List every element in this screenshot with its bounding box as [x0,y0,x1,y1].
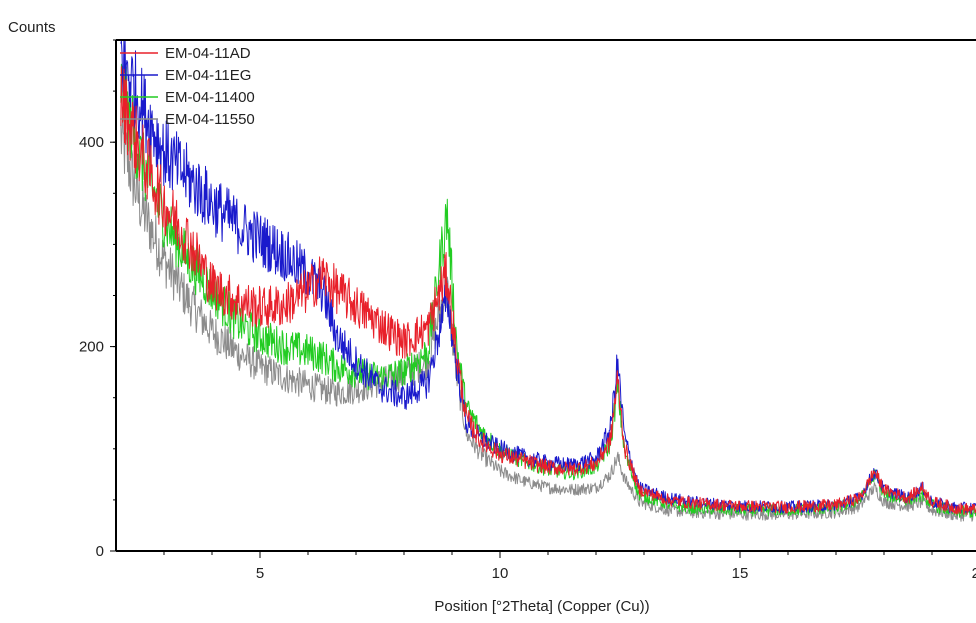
y-axis-title: Counts [8,19,56,36]
x-tick-label-15: 15 [732,565,749,582]
y-tick-label-400: 400 [79,134,104,151]
axes-layer: 0 200 400 5 10 15 20 [79,39,976,582]
x-tick-label-20: 20 [972,565,976,582]
legend-label-em-04-11ad: EM-04-11AD [165,45,251,62]
legend-label-em-04-11550: EM-04-11550 [165,111,255,128]
y-tick-label-200: 200 [79,339,104,356]
legend-label-em-04-11eg: EM-04-11EG [165,67,251,84]
x-tick-label-10: 10 [492,565,509,582]
legend: EM-04-11AD EM-04-11EG EM-04-11400 EM-04-115… [120,45,255,128]
x-tick-label-5: 5 [256,565,264,582]
legend-label-em-04-11400: EM-04-11400 [165,89,255,106]
series-line-em-04-11ad [120,66,976,515]
series-layer [120,40,976,522]
y-tick-label-0: 0 [96,543,104,560]
x-axis-title: Position [°2Theta] (Copper (Cu)) [434,598,649,615]
